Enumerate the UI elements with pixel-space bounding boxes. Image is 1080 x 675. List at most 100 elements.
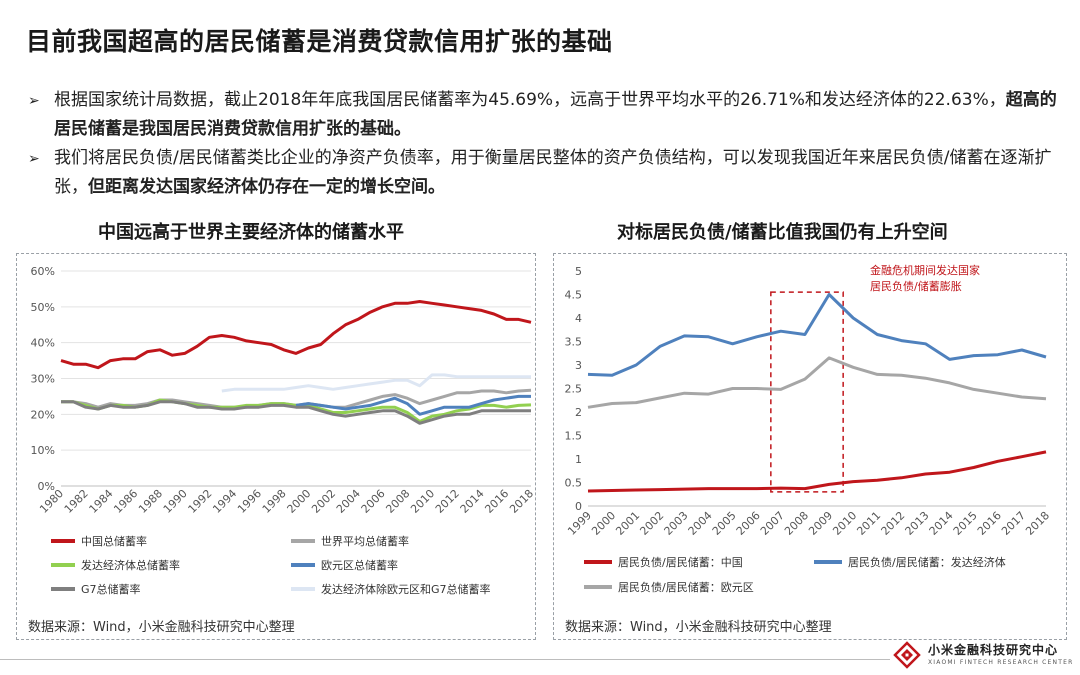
x-tick-label: 1990 xyxy=(161,487,190,516)
y-tick-label: 10% xyxy=(31,444,55,457)
y-tick-label: 2.5 xyxy=(565,383,583,396)
y-tick-label: 1.5 xyxy=(565,430,583,443)
x-tick-label: 2003 xyxy=(662,509,691,538)
right-chart-source: 数据来源：Wind，小米金融科技研究中心整理 xyxy=(565,620,832,635)
crisis-highlight-box xyxy=(770,291,844,493)
x-tick-label: 1998 xyxy=(260,487,289,516)
arrow-bullet-icon: ➢ xyxy=(28,93,40,109)
x-tick-label: 2012 xyxy=(878,509,907,538)
x-tick-label: 2006 xyxy=(359,487,388,516)
series-line xyxy=(61,398,532,423)
footer-divider xyxy=(0,659,890,660)
x-tick-label: 2018 xyxy=(507,487,535,516)
bullet-normal-text: 根据国家统计局数据，截止2018年年底我国居民储蓄率为45.69%，远高于世界平… xyxy=(54,90,1006,110)
bullet-text: 我们将居民负债/居民储蓄类比企业的净资产负债率，用于衡量居民整体的资产负债结构，… xyxy=(54,144,1058,202)
x-tick-label: 2018 xyxy=(1023,509,1052,538)
x-tick-label: 2017 xyxy=(999,509,1028,538)
bullet-normal-text: 我们将居民负债/居民储蓄类比企业的净资产负债率，用于衡量居民整体的资产负债结构，… xyxy=(54,148,1052,197)
y-tick-label: 1 xyxy=(575,453,582,466)
series-line xyxy=(587,450,1047,493)
x-tick-label: 2005 xyxy=(710,509,739,538)
bullet-item: ➢ 我们将居民负债/居民储蓄类比企业的净资产负债率，用于衡量居民整体的资产负债结… xyxy=(28,144,1058,202)
x-tick-label: 1996 xyxy=(235,487,264,516)
y-tick-label: 40% xyxy=(31,337,55,350)
x-tick-label: 1992 xyxy=(186,487,215,516)
bullet-list: ➢ 根据国家统计局数据，截止2018年年底我国居民储蓄率为45.69%，远高于世… xyxy=(28,86,1058,202)
x-tick-label: 2001 xyxy=(613,509,642,538)
bullet-bold-text: 超高的居民储蓄是我国居民消费贷款信用扩张的基础。 xyxy=(54,90,1057,139)
y-tick-label: 0 xyxy=(575,500,582,513)
series-line xyxy=(221,373,531,393)
arrow-bullet-icon: ➢ xyxy=(28,151,40,167)
x-tick-label: 2004 xyxy=(334,487,363,516)
bullet-item: ➢ 根据国家统计局数据，截止2018年年底我国居民储蓄率为45.69%，远高于世… xyxy=(28,86,1058,144)
x-tick-label: 1986 xyxy=(111,487,140,516)
y-tick-label: 30% xyxy=(31,373,55,386)
series-line xyxy=(587,356,1047,409)
y-tick-label: 3 xyxy=(575,359,582,372)
logo-name: 小米金融科技研究中心 xyxy=(928,643,1059,657)
annotation-text: 金融危机期间发达国家居民负债/储蓄膨胀 xyxy=(870,263,980,293)
y-tick-label: 50% xyxy=(31,301,55,314)
legend-label: 居民负债/居民储蓄：发达经济体 xyxy=(848,555,1006,569)
series-line xyxy=(295,394,531,416)
x-tick-label: 1988 xyxy=(136,487,165,516)
legend-label: 发达经济体总储蓄率 xyxy=(81,558,180,572)
legend-label: 欧元区总储蓄率 xyxy=(321,558,398,572)
x-tick-label: 1999 xyxy=(565,509,594,538)
xiaomi-fintech-logo-icon xyxy=(893,641,921,669)
bullet-bold-text: 但距离发达国家经济体仍存在一定的增长空间。 xyxy=(88,177,445,197)
left-chart-source: 数据来源：Wind，小米金融科技研究中心整理 xyxy=(28,620,295,635)
y-tick-label: 3.5 xyxy=(565,336,583,349)
y-tick-label: 0% xyxy=(38,480,55,493)
savings-rate-chart: 0%10%20%30%40%50%60%19801982198419861988… xyxy=(31,265,537,596)
x-tick-label: 2007 xyxy=(758,509,787,538)
page-title: 目前我国超高的居民储蓄是消费贷款信用扩张的基础 xyxy=(26,27,613,56)
x-tick-label: 2009 xyxy=(806,509,835,538)
legend-label: 居民负债/居民储蓄：欧元区 xyxy=(618,580,754,594)
x-tick-label: 2000 xyxy=(284,487,313,516)
series-line xyxy=(587,293,1047,377)
x-tick-label: 2011 xyxy=(854,509,883,538)
y-tick-label: 4 xyxy=(575,312,582,325)
legend-label: 中国总储蓄率 xyxy=(81,534,147,548)
right-chart-title: 对标居民负债/储蓄比值我国仍有上升空间 xyxy=(617,222,948,243)
left-chart-frame: 0% 10% 20% 30% 40% 50% 60% 1980 1982 1984 1986 1988… xyxy=(16,253,536,640)
left-chart-title: 中国远高于世界主要经济体的储蓄水平 xyxy=(98,222,404,243)
y-tick-label: 0.5 xyxy=(565,477,583,490)
x-tick-label: 2014 xyxy=(458,487,487,516)
y-tick-label: 60% xyxy=(31,265,55,278)
x-tick-label: 2010 xyxy=(408,487,437,516)
x-tick-label: 2008 xyxy=(782,509,811,538)
x-tick-label: 2004 xyxy=(686,509,715,538)
x-tick-label: 2013 xyxy=(903,509,932,538)
x-tick-label: 2000 xyxy=(589,509,618,538)
legend-label: 世界平均总储蓄率 xyxy=(321,534,409,548)
legend-label: 发达经济体除欧元区和G7总储蓄率 xyxy=(321,582,491,596)
legend-label: G7总储蓄率 xyxy=(81,582,141,596)
x-tick-label: 1994 xyxy=(210,487,239,516)
x-tick-label: 2010 xyxy=(830,509,859,538)
x-tick-label: 2006 xyxy=(734,509,763,538)
x-tick-label: 2014 xyxy=(927,509,956,538)
y-tick-label: 4.5 xyxy=(565,289,583,302)
x-tick-label: 2002 xyxy=(637,509,666,538)
y-tick-label: 5 xyxy=(575,265,582,278)
x-tick-label: 2015 xyxy=(951,509,980,538)
x-tick-label: 2008 xyxy=(383,487,412,516)
y-tick-label: 20% xyxy=(31,408,55,421)
logo-subtitle: XIAOMI FINTECH RESEARCH CENTER xyxy=(928,659,1074,666)
x-tick-label: 2016 xyxy=(975,509,1004,538)
x-tick-label: 1982 xyxy=(62,487,91,516)
right-chart-frame: 0 0.5 1 1.5 2 2.5 3 3.5 4 4.5 5 1999 2000 2001 2002 200… xyxy=(553,253,1067,640)
x-tick-label: 2016 xyxy=(482,487,511,516)
debt-savings-ratio-chart: 00.511.522.533.544.551999200020012002200… xyxy=(565,263,1053,594)
series-line xyxy=(60,300,532,370)
y-tick-label: 2 xyxy=(575,406,582,419)
x-tick-label: 2012 xyxy=(433,487,462,516)
series-line xyxy=(61,400,531,425)
x-tick-label: 2002 xyxy=(309,487,338,516)
legend-label: 居民负债/居民储蓄：中国 xyxy=(618,555,743,569)
bullet-text: 根据国家统计局数据，截止2018年年底我国居民储蓄率为45.69%，远高于世界平… xyxy=(54,86,1058,144)
x-tick-label: 1984 xyxy=(87,487,116,516)
